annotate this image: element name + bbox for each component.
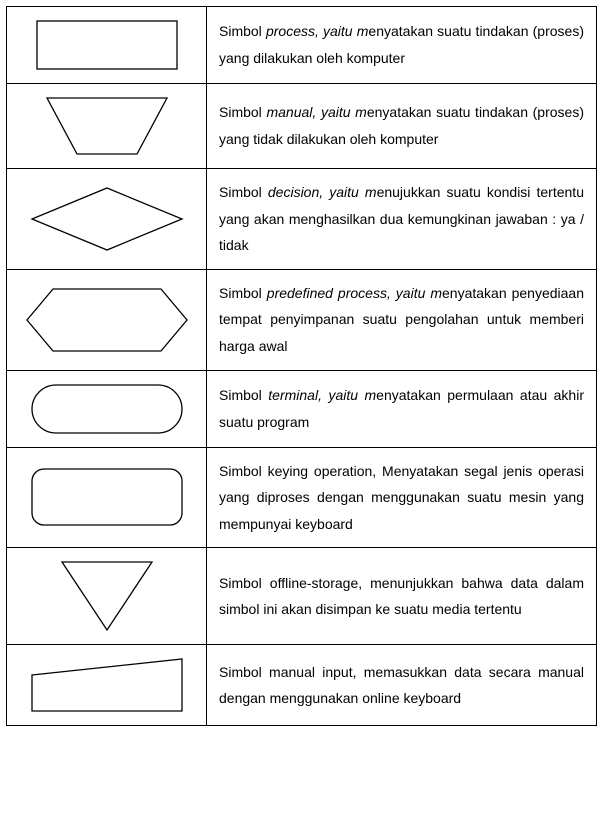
process-symbol-cell [7, 7, 207, 84]
desc-pre: Simbol [219, 184, 268, 200]
decision-icon [19, 184, 194, 254]
terminal-symbol-cell [7, 370, 207, 447]
keying-icon [19, 465, 194, 529]
table-row: Simbol process, yaitu menyatakan suatu t… [7, 7, 597, 84]
description-cell: Simbol predefined process, yaitu menyata… [207, 269, 597, 370]
table-row: Simbol manual input, memasukkan data sec… [7, 645, 597, 726]
desc-post: Simbol keying operation, Menyatakan sega… [219, 463, 584, 532]
desc-emphasis: manual, yaitu m [266, 104, 366, 120]
terminal-icon [19, 381, 194, 437]
desc-post: Simbol offline-storage, menunjukkan bahw… [219, 575, 584, 618]
desc-emphasis: decision, yaitu m [268, 184, 377, 200]
table-row: Simbol keying operation, Menyatakan sega… [7, 447, 597, 548]
predefined-symbol-cell [7, 269, 207, 370]
offline-symbol-cell [7, 548, 207, 645]
manual-symbol-cell [7, 84, 207, 169]
desc-emphasis: predefined process, yaitu m [267, 285, 442, 301]
keying-symbol-cell [7, 447, 207, 548]
decision-symbol-cell [7, 169, 207, 270]
offline-icon [19, 558, 194, 634]
desc-pre: Simbol [219, 23, 266, 39]
predefined-icon [19, 285, 194, 355]
description-cell: Simbol terminal, yaitu menyatakan permul… [207, 370, 597, 447]
manualinput-symbol-cell [7, 645, 207, 726]
desc-post: Simbol manual input, memasukkan data sec… [219, 664, 584, 707]
table-row: Simbol manual, yaitu menyatakan suatu ti… [7, 84, 597, 169]
description-cell: Simbol process, yaitu menyatakan suatu t… [207, 7, 597, 84]
description-cell: Simbol manual input, memasukkan data sec… [207, 645, 597, 726]
manual-icon [19, 94, 194, 158]
table-row: Simbol predefined process, yaitu menyata… [7, 269, 597, 370]
description-cell: Simbol keying operation, Menyatakan sega… [207, 447, 597, 548]
description-cell: Simbol manual, yaitu menyatakan suatu ti… [207, 84, 597, 169]
desc-pre: Simbol [219, 387, 268, 403]
table-row: Simbol terminal, yaitu menyatakan permul… [7, 370, 597, 447]
manualinput-icon [19, 655, 194, 715]
desc-emphasis: terminal, yaitu m [268, 387, 376, 403]
table-body: Simbol process, yaitu menyatakan suatu t… [7, 7, 597, 726]
table-row: Simbol offline-storage, menunjukkan bahw… [7, 548, 597, 645]
description-cell: Simbol offline-storage, menunjukkan bahw… [207, 548, 597, 645]
desc-pre: Simbol [219, 104, 266, 120]
desc-emphasis: process, yaitu m [266, 23, 368, 39]
desc-pre: Simbol [219, 285, 267, 301]
table-row: Simbol decision, yaitu menujukkan suatu … [7, 169, 597, 270]
flowchart-symbol-table: Simbol process, yaitu menyatakan suatu t… [6, 6, 597, 726]
description-cell: Simbol decision, yaitu menujukkan suatu … [207, 169, 597, 270]
process-icon [19, 17, 194, 73]
